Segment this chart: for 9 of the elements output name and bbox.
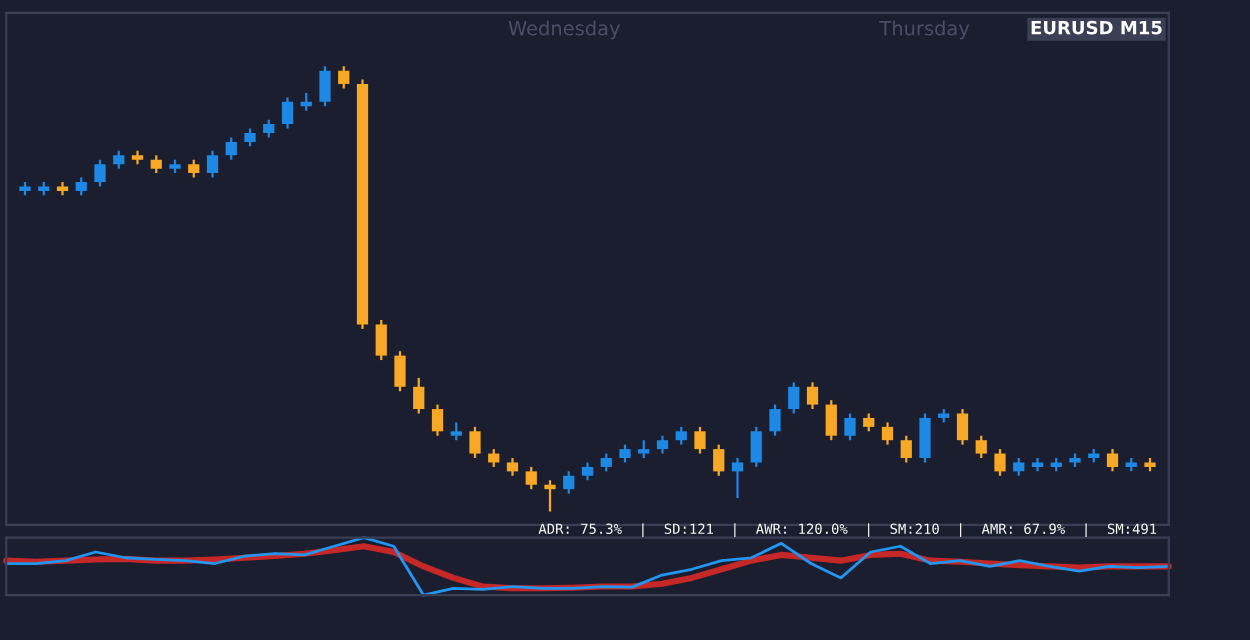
candlestick [469,425,481,460]
chart-title: EURUSD M15 [1031,20,1162,35]
candlestick [450,421,462,442]
candlestick [844,412,856,442]
text: Thursday [879,20,970,40]
candlestick [694,425,706,455]
candlestick [638,439,650,460]
text: Wednesday [508,20,620,40]
candlestick [94,158,106,188]
